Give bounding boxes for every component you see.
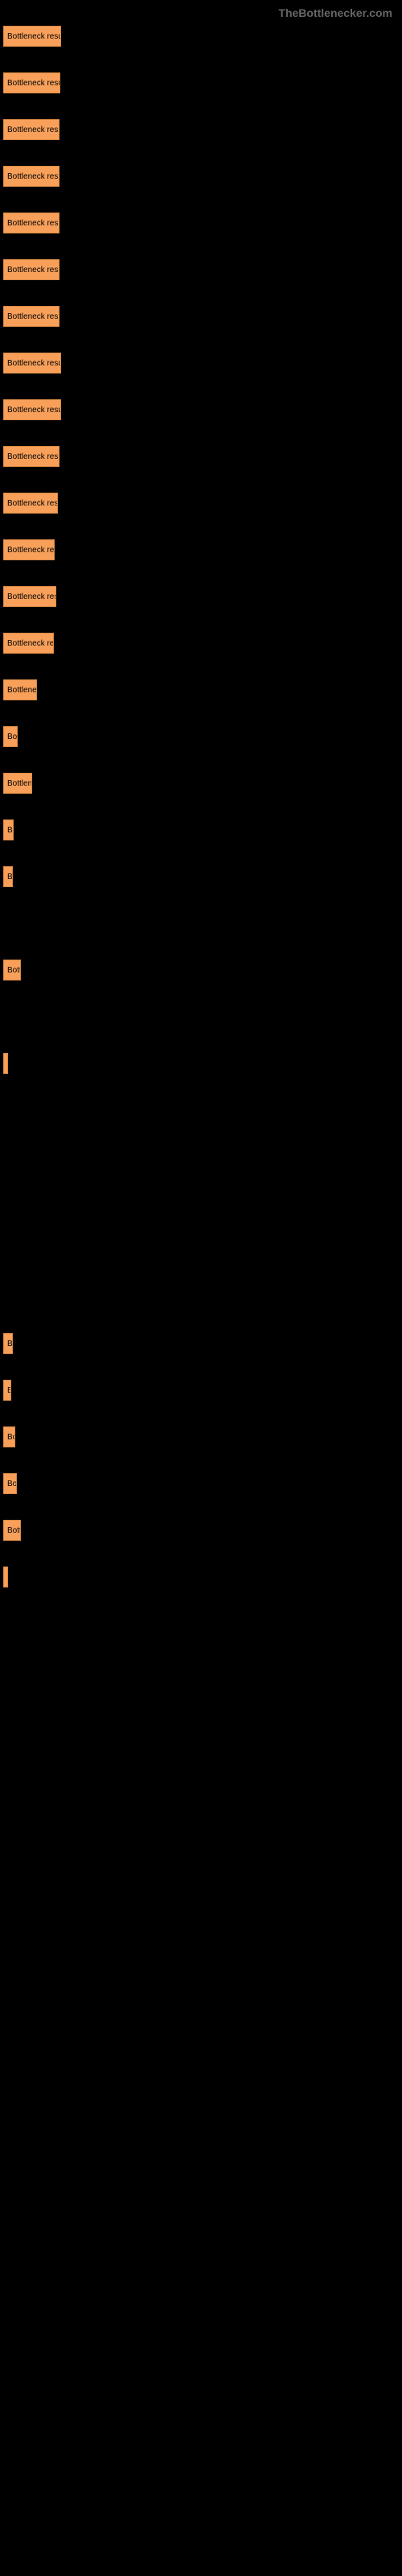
bar[interactable]: Bottleneck result <box>3 259 59 280</box>
bar-row: Bottleneck result <box>3 1333 402 1354</box>
bar[interactable]: Bottleneck result <box>3 1333 13 1354</box>
bar[interactable]: Bottleneck result <box>3 773 32 794</box>
bar[interactable]: Bottleneck result <box>3 539 55 560</box>
bar[interactable]: Bottleneck result <box>3 679 37 700</box>
bar[interactable]: Bottleneck result <box>3 1473 17 1494</box>
bar[interactable]: Bottleneck result <box>3 306 59 327</box>
bar-row: Bottleneck result <box>3 26 402 47</box>
bar-row: Bottleneck result <box>3 960 402 980</box>
bar-row: Bottleneck result <box>3 399 402 420</box>
bar[interactable]: Bottleneck result <box>3 866 13 887</box>
bar[interactable]: Bottleneck result <box>3 493 58 514</box>
bar[interactable]: Bottleneck result <box>3 960 21 980</box>
bar-row: Bottleneck result <box>3 72 402 93</box>
bar[interactable]: Bottleneck result <box>3 166 59 187</box>
bar-row: Bottleneck result <box>3 166 402 187</box>
bar-row: Bottleneck result <box>3 633 402 654</box>
bar-row: Bottleneck result <box>3 819 402 840</box>
bar-row: Bottleneck result <box>3 726 402 747</box>
bar-row: Bottleneck result <box>3 259 402 280</box>
bar[interactable]: Bottleneck result <box>3 1426 15 1447</box>
header-title: TheBottlenecker.com <box>0 0 402 26</box>
bar-row: Bottleneck result <box>3 213 402 233</box>
bar-row: Bottleneck result <box>3 866 402 887</box>
bar-row: Bottleneck result <box>3 353 402 374</box>
bar-row: Bottleneck result <box>3 446 402 467</box>
bar[interactable]: Bottleneck result <box>3 726 18 747</box>
bar-row: Bottleneck result <box>3 119 402 140</box>
bar-row: Bottleneck result <box>3 586 402 607</box>
bar[interactable]: Bottleneck result <box>3 1567 8 1587</box>
bar-chart: Bottleneck result Bottleneck result Bottle… <box>0 26 402 1587</box>
bar[interactable]: Bottleneck result <box>3 446 59 467</box>
bar[interactable]: Bottleneck result <box>3 633 54 654</box>
bar[interactable]: Bottleneck result <box>3 819 14 840</box>
bar[interactable]: Bottleneck result <box>3 26 61 47</box>
bar[interactable]: Bottleneck result <box>3 353 61 374</box>
bar-row: Bottleneck result <box>3 773 402 794</box>
bar[interactable]: Bottleneck result <box>3 1520 21 1541</box>
bar-row: Bottleneck result <box>3 1567 402 1587</box>
bar-row: Bottleneck result <box>3 1053 402 1074</box>
bar[interactable]: Bottleneck result <box>3 213 59 233</box>
bar[interactable]: Bottleneck result <box>3 119 59 140</box>
bar-row: Bottleneck result <box>3 1473 402 1494</box>
bar[interactable]: Bottleneck result <box>3 399 61 420</box>
bar-row: Bottleneck result <box>3 493 402 514</box>
bar[interactable]: Bottleneck result <box>3 1380 11 1401</box>
bar-row: Bottleneck result <box>3 1380 402 1401</box>
bar[interactable]: Bottleneck result <box>3 72 60 93</box>
bar-row: Bottleneck result <box>3 1520 402 1541</box>
bar-row: Bottleneck result <box>3 1426 402 1447</box>
bar[interactable]: Bottleneck result <box>3 1053 8 1074</box>
bar-row: Bottleneck result <box>3 306 402 327</box>
bar-row: Bottleneck result <box>3 539 402 560</box>
bar-row: Bottleneck result <box>3 679 402 700</box>
bar[interactable]: Bottleneck result <box>3 586 56 607</box>
